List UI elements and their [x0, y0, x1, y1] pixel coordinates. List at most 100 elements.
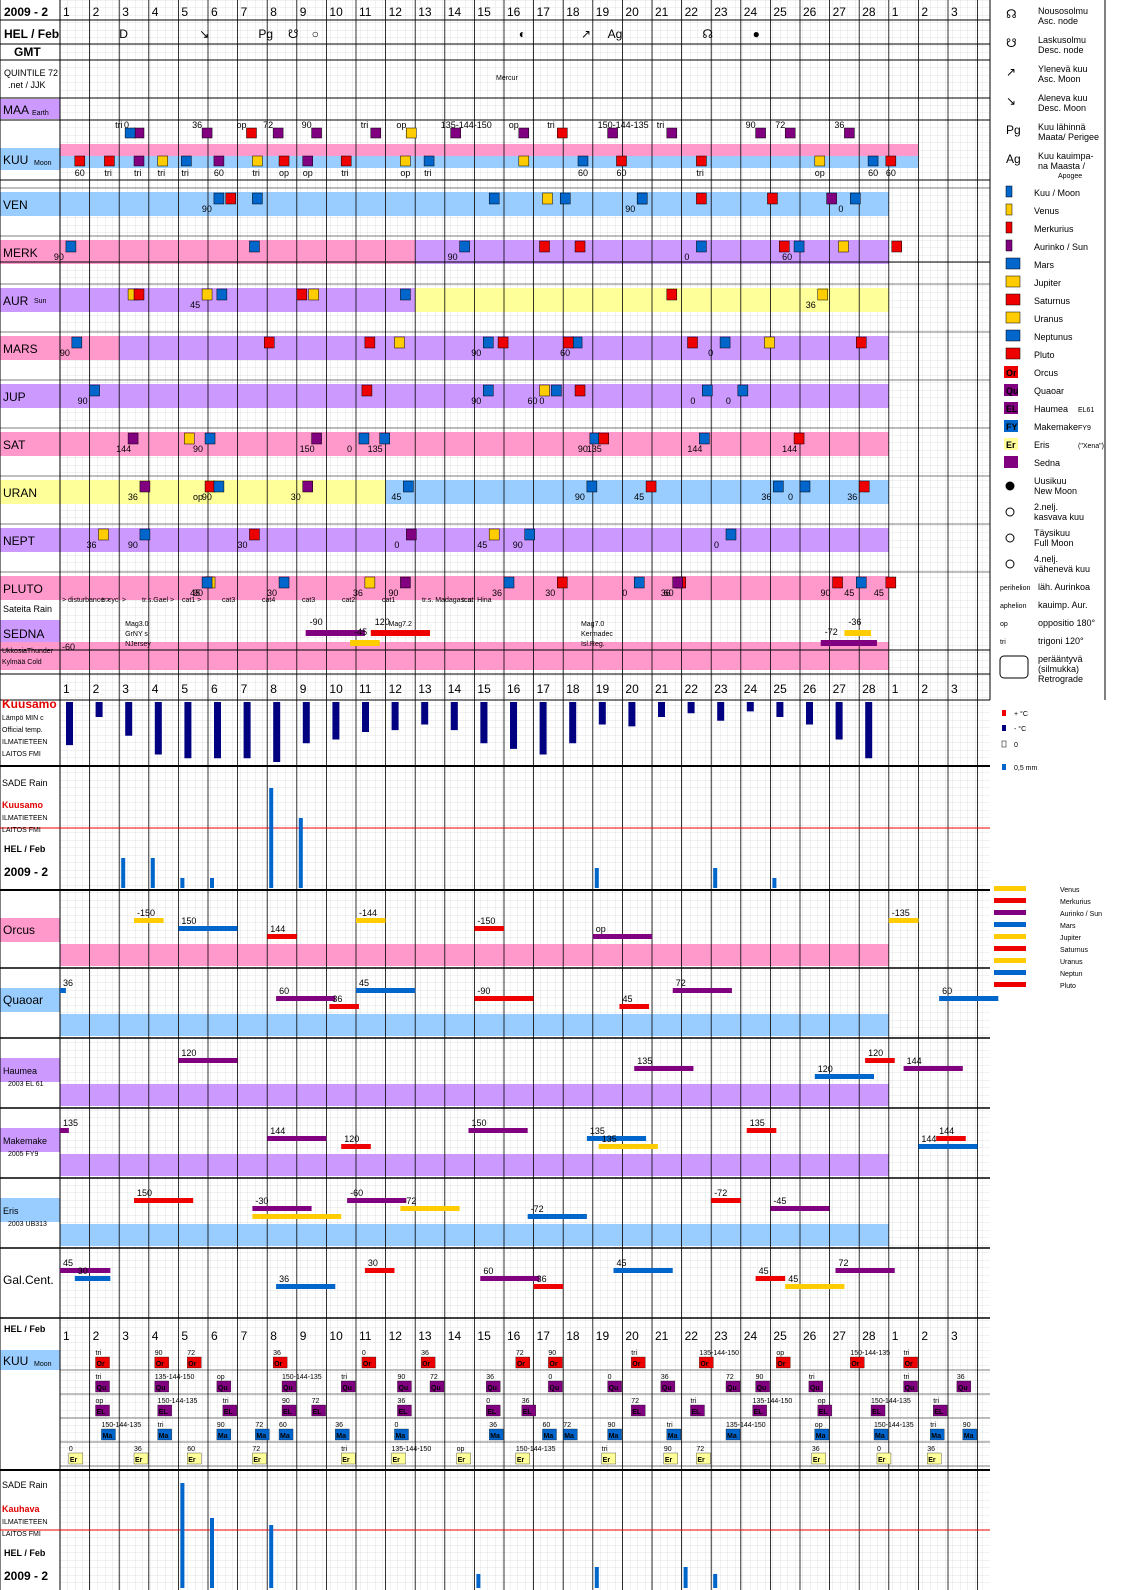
- lower-kuu-dwarf-abbr: Er: [697, 1457, 705, 1464]
- aspect-mark: [394, 336, 405, 349]
- kuu-top-mark: [450, 127, 461, 139]
- legend-swatch-label: Kuu / Moon: [1034, 188, 1080, 198]
- aspect-mark: [139, 528, 151, 541]
- small-aspect-bar: [814, 1074, 874, 1079]
- temperature-bar: [687, 702, 695, 714]
- top-day-label: 12: [389, 5, 403, 19]
- legend-text: Nousosolmu: [1038, 6, 1088, 16]
- aspect-label: 60: [664, 588, 674, 598]
- lower-day-label: 17: [537, 1329, 551, 1343]
- kuu-bottom-mark: [302, 155, 313, 167]
- mid-day-label: 10: [329, 682, 343, 696]
- lower-kuu-dwarf-badge: [157, 1404, 172, 1417]
- aspect-label: 90: [575, 492, 585, 502]
- lower-kuu-dwarf-abbr: EL: [819, 1409, 829, 1416]
- mid-day-label: 12: [389, 682, 403, 696]
- small-aspect-label: 135: [63, 1118, 78, 1128]
- legend-phase-label: 4.nelj.: [1034, 554, 1058, 564]
- mid-day-label: 25: [773, 682, 787, 696]
- aspect-mark: [133, 288, 145, 301]
- lower-kuu-aspect-label: op: [96, 1398, 104, 1405]
- sedna-aspect-bar: [350, 640, 380, 646]
- aspect-mark: [278, 576, 290, 589]
- lower-kuu-dwarf-badge: [666, 1428, 681, 1441]
- legend-dwarf-label: Makemake: [1034, 422, 1078, 432]
- lower-kuu-aspect-label: 90: [963, 1422, 971, 1429]
- aspect-label: 36: [353, 588, 363, 598]
- aspect-mark: [361, 384, 373, 397]
- aspect-mark: [184, 432, 195, 445]
- aspect-mark: [201, 288, 213, 301]
- lower-day-label: 16: [507, 1329, 521, 1343]
- aspect-mark: [311, 432, 322, 445]
- kuu-top-label: 72: [263, 120, 273, 130]
- lower-kuu-dwarf-badge: [397, 1404, 412, 1417]
- legend-retrograde-box: [999, 655, 1029, 679]
- lower-kuu-dwarf-abbr: Ma: [609, 1433, 619, 1440]
- planet-row-label: JUP: [3, 390, 26, 404]
- lower-kuu-dwarf-abbr: Ma: [964, 1433, 974, 1440]
- small-aspect-label: 36: [279, 1274, 289, 1284]
- legend-phase-label-2: vähenevä kuu: [1034, 564, 1090, 574]
- lower-kuu-aspect-label: 90: [756, 1374, 764, 1381]
- side-legend-swatch: [994, 934, 1026, 939]
- lower-kuu-aspect-label: 150-144-135: [874, 1422, 914, 1429]
- aspect-label: 36: [847, 492, 857, 502]
- lower-kuu-dwarf-badge: [699, 1356, 714, 1369]
- lower-kuu-dwarf-badge: [808, 1380, 824, 1393]
- mid-day-label: 8: [270, 682, 277, 696]
- top-day-label: 15: [477, 5, 491, 19]
- aspect-label: 90: [578, 444, 588, 454]
- aspect-mark: [850, 192, 861, 205]
- aspect-label: 90: [128, 540, 138, 550]
- aspect-label: 36: [661, 588, 671, 598]
- lower-kuu-dwarf-badge: [725, 1428, 741, 1441]
- small-aspect-label: 135: [602, 1134, 617, 1144]
- legend-swatch: [1005, 221, 1013, 234]
- legend-symbol: ☋: [1006, 36, 1017, 50]
- kuu-top-label: 90: [746, 120, 756, 130]
- side-legend-swatch: [994, 946, 1026, 951]
- lower-kuu-aspect-label: 72: [255, 1422, 263, 1429]
- aspect-mark: [589, 432, 601, 445]
- legend-symbol: Pg: [1006, 123, 1021, 137]
- lower-kuu-aspect-label: tri: [158, 1422, 164, 1429]
- temp-legend-minus-swatch: [1002, 725, 1006, 731]
- lower-kuu-label-bg: [0, 1350, 60, 1370]
- aspect-label: 36: [492, 588, 502, 598]
- legend-swatch-label: Pluto: [1034, 350, 1055, 360]
- lower-kuu-aspect-label: 36: [661, 1374, 669, 1381]
- lower-kuu-dwarf-badge: [607, 1380, 622, 1393]
- lower-kuu-dwarf-badge: [391, 1452, 406, 1465]
- small-row-label-bg: [0, 1058, 60, 1082]
- lower-kuu-dwarf-badge: [157, 1428, 172, 1441]
- aspect-mark: [379, 432, 390, 445]
- aspect-mark: [225, 192, 237, 205]
- lower-kuu-sub-label: Moon: [34, 1361, 52, 1368]
- lower-kuu-dwarf-abbr: Qu: [218, 1385, 228, 1392]
- small-aspect-label: 36: [63, 978, 73, 988]
- aspect-mark: [832, 576, 843, 589]
- lower-kuu-dwarf-abbr: Er: [878, 1457, 886, 1464]
- kuu-label-bg: [0, 148, 60, 170]
- small-aspect-bar: [613, 1268, 673, 1273]
- kuu-top-mark: [607, 127, 618, 139]
- kuu-bottom-label: 60: [578, 168, 588, 178]
- legend-swatch-label: Jupiter: [1034, 278, 1061, 288]
- mid-day-label: 22: [685, 682, 699, 696]
- temperature-bar: [332, 702, 340, 740]
- kuusamo-rain-src: ILMATIETEEN: [2, 815, 47, 822]
- lower-kuu-dwarf-abbr: Qu: [727, 1385, 737, 1392]
- legend-retro-text-3: Retrograde: [1038, 674, 1083, 684]
- legend-sedna-label: Sedna: [1034, 458, 1060, 468]
- lower-kuu-dwarf-abbr: EL: [224, 1409, 234, 1416]
- moon-event-symbol: ☋: [288, 27, 299, 41]
- rain-bar: [180, 878, 185, 888]
- lower-kuu-aspect-label: 90: [397, 1374, 405, 1381]
- aspect-mark: [65, 240, 77, 253]
- planet-row-label: URAN: [3, 486, 37, 500]
- lower-kuu-aspect-label: 150-144-135: [871, 1398, 911, 1405]
- lower-kuu-dwarf-abbr: Ma: [931, 1433, 941, 1440]
- lower-kuu-dwarf-badge: [696, 1452, 711, 1465]
- top-day-label: 22: [685, 5, 699, 19]
